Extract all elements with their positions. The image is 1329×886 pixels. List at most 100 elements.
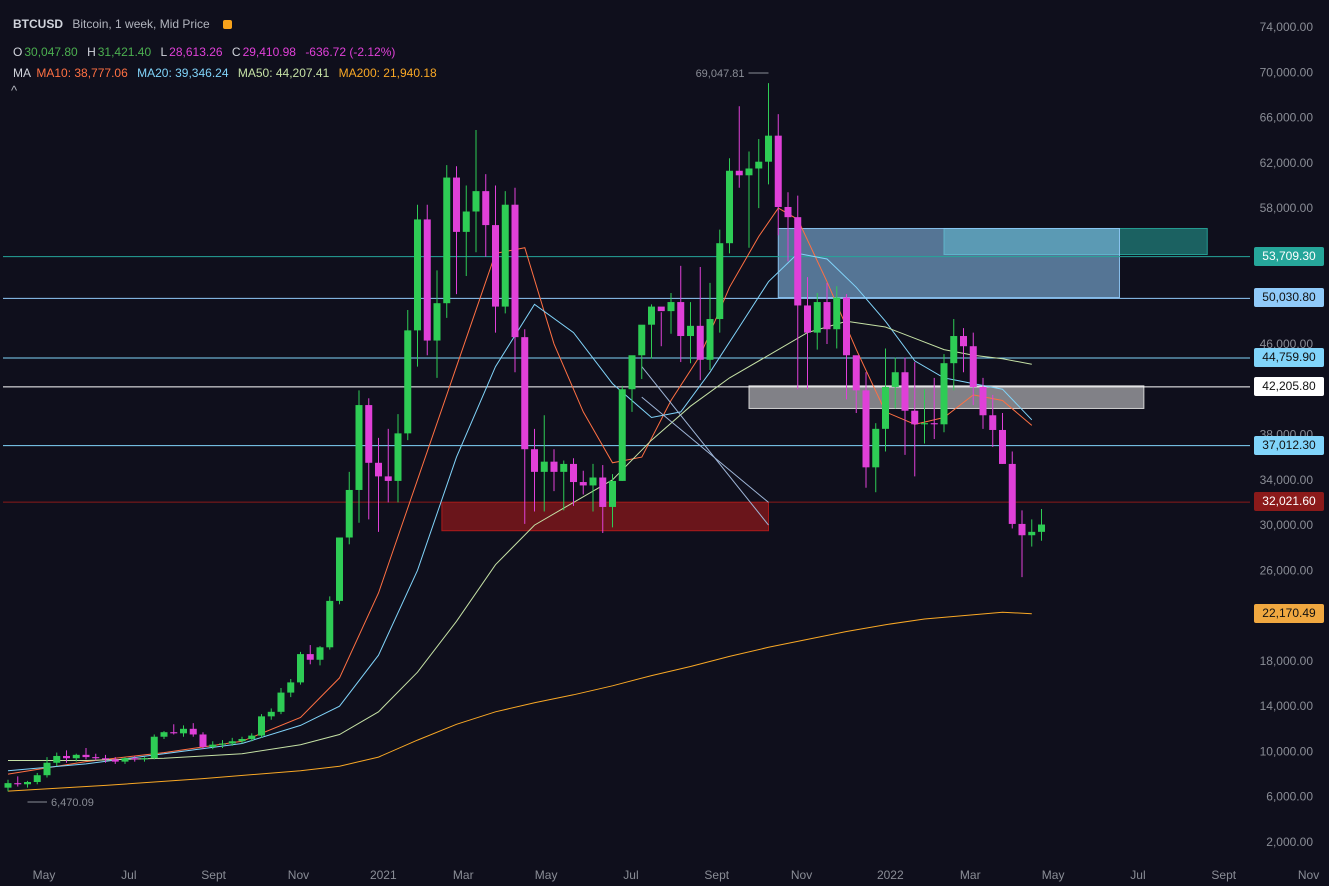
candle-body[interactable] <box>131 758 139 760</box>
candle-body[interactable] <box>150 736 158 759</box>
candle-body[interactable] <box>355 405 363 490</box>
candle-body[interactable] <box>277 692 285 712</box>
price-tag[interactable]: 32,021.60 <box>1254 492 1324 512</box>
candle-body[interactable] <box>882 386 889 429</box>
candle-body[interactable] <box>462 211 470 232</box>
candle-body[interactable] <box>804 305 811 333</box>
candle-body[interactable] <box>121 758 129 762</box>
candle-body[interactable] <box>394 433 402 481</box>
candle-body[interactable] <box>443 177 451 304</box>
candle-body[interactable] <box>326 600 334 648</box>
candle-body[interactable] <box>648 306 655 325</box>
candle-body[interactable] <box>1038 524 1045 532</box>
candle-body[interactable] <box>540 461 548 472</box>
trendline[interactable] <box>641 396 769 503</box>
candle-body[interactable] <box>297 654 304 683</box>
candle-body[interactable] <box>453 177 460 232</box>
candle-body[interactable] <box>160 732 168 737</box>
candle-body[interactable] <box>521 337 529 450</box>
data-source-icon[interactable] <box>223 20 233 30</box>
candle-body[interactable] <box>960 336 967 347</box>
demand-zone[interactable] <box>441 501 769 532</box>
candle-body[interactable] <box>228 741 236 744</box>
candle-body[interactable] <box>258 716 265 736</box>
candle-body[interactable] <box>813 302 821 333</box>
candle-body[interactable] <box>189 728 197 735</box>
candle-body[interactable] <box>414 219 421 331</box>
candle-body[interactable] <box>921 423 928 425</box>
candle-body[interactable] <box>24 782 31 785</box>
price-tag[interactable]: 37,012.30 <box>1254 435 1324 455</box>
candle-body[interactable] <box>33 775 41 783</box>
candle-body[interactable] <box>141 758 148 760</box>
candle-body[interactable] <box>267 711 275 717</box>
candle-body[interactable] <box>111 759 119 762</box>
candle-body[interactable] <box>306 654 314 660</box>
candle-body[interactable] <box>657 306 665 312</box>
candle-body[interactable] <box>219 743 226 745</box>
candle-body[interactable] <box>872 428 880 468</box>
candle-body[interactable] <box>677 302 685 337</box>
candle-body[interactable] <box>43 762 51 776</box>
candle-body[interactable] <box>209 744 217 747</box>
supply-zone-mid[interactable] <box>777 227 1120 299</box>
trendline[interactable] <box>641 366 769 526</box>
candle-body[interactable] <box>1018 523 1026 536</box>
candle-body[interactable] <box>784 206 792 218</box>
candle-body[interactable] <box>774 135 782 207</box>
candle-body[interactable] <box>638 324 646 356</box>
candle-body[interactable] <box>375 462 382 477</box>
candle-body[interactable] <box>345 489 353 538</box>
candle-body[interactable] <box>969 346 977 387</box>
candle-body[interactable] <box>833 297 841 330</box>
candle-body[interactable] <box>765 135 772 162</box>
candle-body[interactable] <box>4 783 12 788</box>
candle-body[interactable] <box>316 647 324 660</box>
candle-body[interactable] <box>423 219 431 341</box>
candle-body[interactable] <box>560 463 568 472</box>
candle-body[interactable] <box>92 757 100 759</box>
candle-body[interactable] <box>365 405 373 463</box>
candle-body[interactable] <box>170 732 178 734</box>
candle-body[interactable] <box>979 386 987 416</box>
price-tag[interactable]: 44,759.90 <box>1254 347 1324 367</box>
candle-body[interactable] <box>989 415 997 430</box>
candle-body[interactable] <box>1028 531 1036 536</box>
price-tag[interactable]: 42,205.80 <box>1254 376 1324 396</box>
candle-body[interactable] <box>706 319 714 360</box>
candle-body[interactable] <box>531 449 538 472</box>
candle-body[interactable] <box>716 243 724 320</box>
candle-body[interactable] <box>589 477 597 486</box>
candle-body[interactable] <box>911 410 919 425</box>
candle-body[interactable] <box>248 735 256 739</box>
candle-body[interactable] <box>102 758 109 760</box>
ma-indicator-label[interactable]: MA <box>13 66 31 80</box>
candle-body[interactable] <box>618 389 626 481</box>
candle-body[interactable] <box>501 204 509 307</box>
candle-body[interactable] <box>336 537 343 601</box>
candle-body[interactable] <box>599 477 607 507</box>
candle-body[interactable] <box>472 191 480 212</box>
candle-body[interactable] <box>609 480 616 507</box>
candle-body[interactable] <box>726 170 733 244</box>
candle-body[interactable] <box>14 783 22 785</box>
candle-body[interactable] <box>180 728 187 734</box>
candle-body[interactable] <box>384 476 392 481</box>
candle-body[interactable] <box>433 303 441 341</box>
price-tag[interactable]: 53,709.30 <box>1254 246 1324 266</box>
candle-body[interactable] <box>492 225 499 307</box>
candle-body[interactable] <box>823 302 831 330</box>
candle-body[interactable] <box>63 755 70 759</box>
candle-body[interactable] <box>72 754 80 759</box>
candle-body[interactable] <box>511 204 519 338</box>
candle-body[interactable] <box>550 461 558 472</box>
candle-body[interactable] <box>862 390 870 468</box>
price-tag[interactable]: 22,170.49 <box>1254 603 1324 623</box>
candle-body[interactable] <box>745 168 753 176</box>
candle-body[interactable] <box>1008 463 1016 524</box>
candle-body[interactable] <box>755 161 763 169</box>
candle-body[interactable] <box>570 463 577 483</box>
symbol-label[interactable]: BTCUSD <box>13 17 63 31</box>
candle-body[interactable] <box>199 734 207 747</box>
